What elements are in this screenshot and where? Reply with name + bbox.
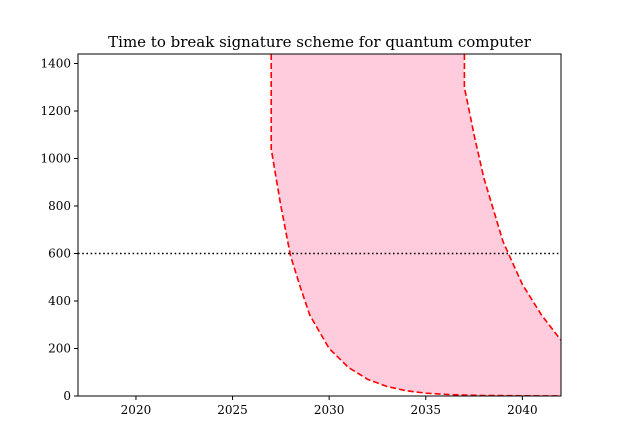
y-tick-label: 0 [63, 389, 71, 403]
y-tick-label: 800 [48, 199, 71, 213]
upper-bound-line [463, 54, 561, 341]
y-tick-label: 1400 [40, 57, 71, 71]
y-tick-label: 400 [48, 294, 71, 308]
x-tick-label: 2025 [217, 403, 248, 417]
y-tick-label: 200 [48, 342, 71, 356]
plot-marks [78, 54, 561, 396]
x-tick-label: 2040 [507, 403, 538, 417]
axes: 2020 2025 2030 2035 2040 0 200 400 600 800 1000 120… [40, 53, 562, 417]
x-tick-label: 2020 [121, 403, 152, 417]
feasible-region [271, 54, 561, 396]
y-tick-label: 1200 [40, 104, 71, 118]
lower-bound-line [270, 54, 561, 396]
plot-frame [77, 53, 562, 397]
y-tick-label: 600 [48, 247, 71, 261]
plot-area [78, 54, 561, 396]
chart-title: Time to break signature scheme for quant… [108, 33, 532, 51]
y-tick-label: 1000 [40, 152, 71, 166]
x-tick-label: 2030 [314, 403, 345, 417]
x-tick-label: 2035 [410, 403, 441, 417]
